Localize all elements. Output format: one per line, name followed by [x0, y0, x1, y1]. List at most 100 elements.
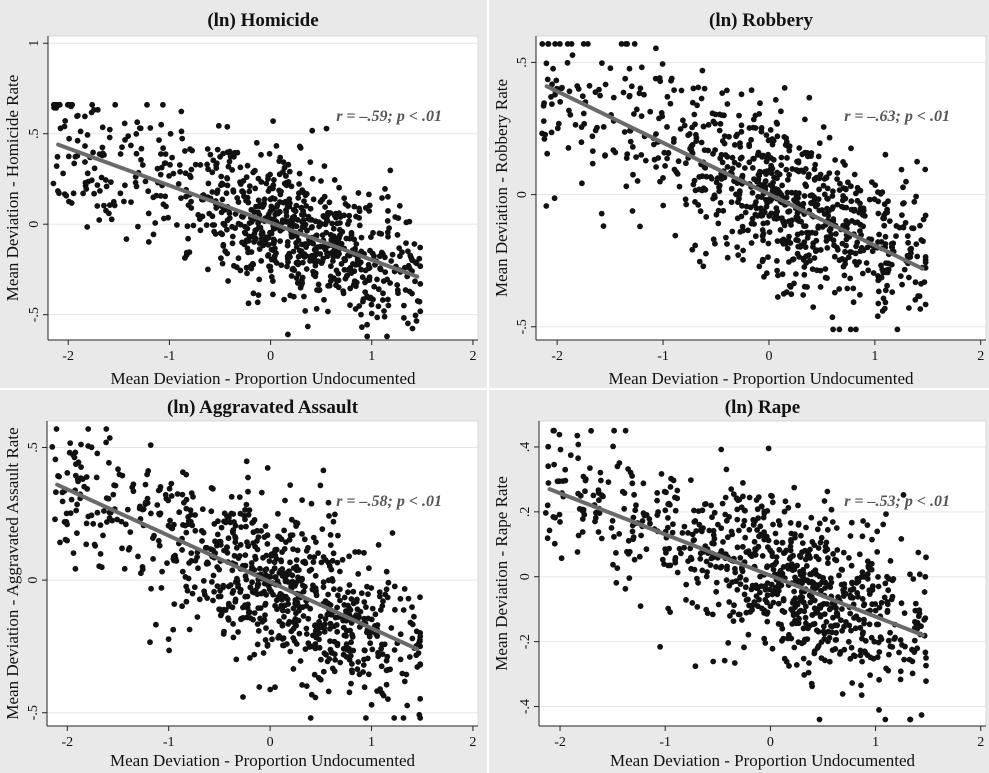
data-point	[788, 565, 795, 572]
data-point	[279, 621, 286, 627]
data-point	[112, 101, 119, 108]
data-point	[853, 262, 860, 268]
data-point	[312, 218, 319, 225]
data-point	[830, 216, 837, 222]
data-point	[54, 153, 61, 160]
data-point	[852, 219, 859, 226]
data-point	[660, 202, 667, 209]
data-point	[287, 648, 294, 655]
fit-line	[55, 482, 420, 652]
data-point	[279, 217, 286, 224]
data-point	[311, 554, 318, 560]
data-point	[210, 572, 217, 579]
data-point	[840, 589, 847, 596]
correlation-annotation: r = –.58; p < .01	[336, 493, 442, 510]
data-point	[878, 599, 885, 606]
data-point	[631, 111, 637, 117]
data-point	[245, 300, 252, 307]
data-point	[321, 193, 328, 200]
data-point	[738, 122, 745, 129]
data-point	[351, 236, 358, 243]
data-point	[68, 496, 75, 503]
data-point	[381, 308, 387, 314]
data-point	[625, 537, 632, 544]
data-point	[268, 551, 275, 558]
data-point	[338, 261, 345, 267]
data-point	[84, 170, 91, 177]
data-point	[629, 480, 636, 487]
data-point	[356, 215, 362, 221]
data-point	[821, 611, 828, 617]
data-point	[704, 569, 710, 575]
data-point	[230, 529, 236, 536]
data-point	[676, 545, 683, 552]
data-point	[762, 178, 769, 184]
data-point	[162, 491, 169, 498]
data-point	[692, 242, 699, 249]
data-point	[259, 230, 266, 237]
data-point	[669, 529, 676, 536]
data-point	[627, 469, 634, 476]
data-point	[639, 518, 646, 524]
data-point	[276, 171, 283, 178]
data-point	[334, 642, 341, 649]
data-point	[789, 217, 795, 224]
data-point	[284, 263, 290, 270]
data-point	[763, 533, 770, 540]
data-point	[879, 189, 886, 196]
data-point	[289, 217, 296, 224]
data-point	[582, 476, 589, 482]
data-point	[122, 182, 128, 189]
data-point	[341, 632, 348, 639]
data-point	[307, 205, 314, 212]
data-point	[668, 75, 675, 82]
data-point	[354, 257, 361, 264]
data-point	[881, 222, 888, 229]
data-point	[122, 521, 129, 528]
data-point	[166, 173, 173, 179]
data-point	[154, 502, 161, 508]
data-point	[780, 236, 787, 243]
data-point	[633, 106, 640, 113]
data-point	[167, 130, 174, 137]
data-point	[346, 553, 352, 560]
data-point	[171, 601, 178, 607]
data-point	[341, 594, 348, 601]
data-point	[840, 193, 846, 199]
data-point	[746, 494, 753, 501]
data-point	[749, 215, 756, 222]
data-point	[321, 296, 327, 303]
data-point	[598, 477, 604, 484]
data-point	[417, 308, 424, 315]
data-point	[824, 526, 831, 533]
data-point	[785, 504, 792, 511]
data-point	[599, 60, 605, 66]
data-point	[876, 231, 882, 238]
data-point	[724, 164, 731, 170]
data-point	[793, 662, 800, 668]
data-point	[123, 236, 130, 243]
data-point	[843, 204, 850, 211]
data-point	[83, 520, 90, 527]
data-point	[273, 555, 280, 562]
data-point	[379, 297, 386, 303]
data-point	[614, 463, 621, 470]
data-point	[667, 609, 673, 615]
data-point	[859, 533, 866, 540]
data-point	[592, 89, 599, 96]
data-point	[241, 241, 248, 248]
data-point	[713, 588, 720, 595]
data-point	[251, 567, 258, 573]
data-point	[738, 128, 745, 135]
data-point	[551, 427, 557, 434]
data-point	[722, 152, 729, 158]
data-point	[779, 182, 785, 189]
data-point	[921, 279, 928, 285]
data-point	[362, 647, 368, 654]
data-point	[921, 616, 928, 623]
data-point	[216, 566, 223, 573]
data-point	[150, 194, 157, 201]
data-point	[545, 480, 552, 486]
data-point	[906, 274, 912, 281]
data-point	[293, 610, 299, 617]
